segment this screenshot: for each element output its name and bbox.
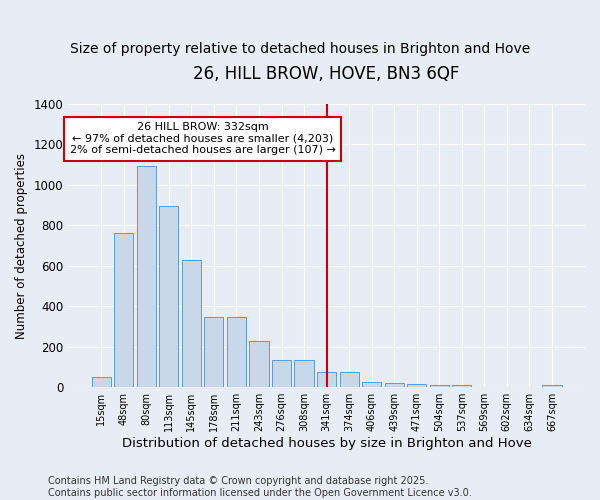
Bar [227,318,246,387]
Bar [452,385,472,387]
Bar [340,372,359,387]
Bar [205,318,223,387]
Bar [272,360,291,387]
Title: 26, HILL BROW, HOVE, BN3 6QF: 26, HILL BROW, HOVE, BN3 6QF [193,65,460,83]
Bar [92,377,111,387]
Bar [542,385,562,387]
Y-axis label: Number of detached properties: Number of detached properties [15,152,28,338]
Bar [385,383,404,387]
Bar [430,385,449,387]
Bar [295,360,314,387]
Bar [114,234,133,387]
X-axis label: Distribution of detached houses by size in Brighton and Hove: Distribution of detached houses by size … [122,437,532,450]
Bar [182,260,201,387]
Bar [137,166,156,387]
Bar [250,340,269,387]
Bar [362,382,381,387]
Bar [317,372,336,387]
Text: 26 HILL BROW: 332sqm
← 97% of detached houses are smaller (4,203)
2% of semi-det: 26 HILL BROW: 332sqm ← 97% of detached h… [70,122,335,156]
Bar [159,206,178,387]
Text: Contains HM Land Registry data © Crown copyright and database right 2025.
Contai: Contains HM Land Registry data © Crown c… [48,476,472,498]
Bar [407,384,426,387]
Text: Size of property relative to detached houses in Brighton and Hove: Size of property relative to detached ho… [70,42,530,56]
